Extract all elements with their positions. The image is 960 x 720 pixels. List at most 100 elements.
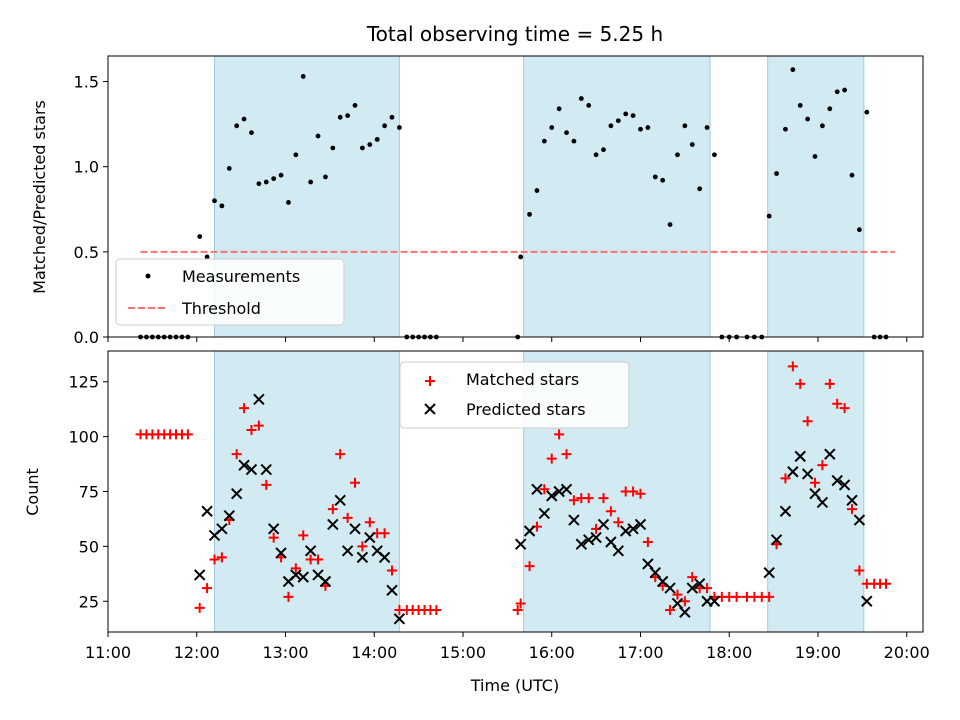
predicted-star-point bbox=[801, 468, 814, 480]
measurement-point bbox=[263, 179, 269, 185]
predicted-star-point bbox=[708, 595, 721, 607]
matched-star-point bbox=[731, 591, 742, 602]
measurement-point bbox=[790, 67, 796, 73]
measurement-point bbox=[278, 172, 284, 178]
measurement-point bbox=[682, 123, 688, 129]
x-tick-label: 16:00 bbox=[529, 643, 575, 662]
legend-label-measurements: Measurements bbox=[182, 267, 300, 286]
predicted-star-point bbox=[597, 518, 610, 531]
matched-star-point bbox=[524, 561, 535, 572]
y-tick-label: 0.5 bbox=[74, 243, 99, 262]
measurement-point bbox=[564, 130, 569, 136]
predicted-star-point bbox=[824, 448, 836, 460]
predicted-star-point bbox=[634, 518, 647, 531]
measurement-point bbox=[805, 116, 811, 122]
measurement-point bbox=[601, 147, 606, 153]
matched-star-point bbox=[313, 554, 324, 565]
predicted-star-point bbox=[290, 569, 302, 581]
measurement-point bbox=[345, 113, 351, 119]
matched-star-point bbox=[824, 378, 835, 389]
predicted-star-point bbox=[627, 523, 639, 535]
matched-star-point bbox=[787, 361, 798, 372]
predicted-star-point bbox=[664, 582, 676, 594]
predicted-star-point bbox=[223, 509, 235, 522]
measurement-point bbox=[675, 152, 680, 158]
matched-star-point bbox=[546, 453, 557, 464]
measurement-point bbox=[382, 123, 387, 129]
predicted-star-point bbox=[560, 483, 573, 496]
predicted-star-point bbox=[568, 514, 580, 526]
measurement-point bbox=[660, 177, 666, 183]
predicted-star-point bbox=[275, 547, 287, 559]
measurement-point bbox=[638, 126, 643, 132]
predicted-star-point bbox=[364, 531, 376, 544]
measurement-point bbox=[712, 152, 717, 158]
x-axis-label: Time (UTC) bbox=[470, 676, 559, 695]
matched-star-point bbox=[327, 504, 338, 515]
y-tick-label: 100 bbox=[68, 428, 99, 447]
matched-star-point bbox=[246, 425, 257, 436]
measurement-point bbox=[360, 145, 365, 151]
predicted-star-point bbox=[386, 584, 398, 596]
matched-star-point bbox=[665, 605, 676, 616]
matched-star-point bbox=[561, 449, 572, 460]
predicted-star-point bbox=[514, 538, 527, 550]
matched-star-point bbox=[202, 583, 213, 594]
measurement-point bbox=[293, 152, 299, 158]
measurement-point bbox=[330, 145, 336, 151]
measurement-point bbox=[593, 152, 599, 158]
matched-star-point bbox=[679, 596, 690, 607]
predicted-star-point bbox=[853, 514, 866, 526]
matched-star-point bbox=[182, 429, 193, 440]
predicted-star-point bbox=[260, 463, 272, 476]
y-tick-label: 1.0 bbox=[74, 158, 99, 177]
measurement-point bbox=[374, 137, 380, 142]
matched-star-point bbox=[687, 572, 698, 583]
measurement-point bbox=[300, 74, 306, 79]
measurement-point bbox=[234, 123, 240, 129]
top-panel: 0.0 0.5 1.0 1.5 Matched/Predicted stars Mea… bbox=[30, 55, 924, 347]
x-tick-label: 12:00 bbox=[174, 643, 220, 662]
predicted-star-point bbox=[861, 595, 873, 607]
predicted-star-point bbox=[327, 518, 339, 531]
matched-star-point bbox=[386, 565, 397, 576]
predicted-star-point bbox=[319, 575, 332, 588]
matched-star-point bbox=[817, 460, 828, 471]
matched-star-point bbox=[216, 552, 227, 563]
matched-star-point bbox=[613, 517, 624, 528]
measurement-point bbox=[630, 113, 636, 119]
predicted-star-point bbox=[523, 525, 536, 537]
matched-star-point bbox=[802, 416, 813, 427]
top-legend-box bbox=[115, 258, 345, 326]
legend-label-threshold: Threshold bbox=[181, 299, 261, 318]
matched-star-point bbox=[261, 479, 272, 490]
predicted-star-point bbox=[297, 571, 309, 583]
predicted-star-point bbox=[838, 479, 851, 491]
predicted-star-point bbox=[356, 551, 369, 564]
measurement-point bbox=[623, 111, 629, 117]
chart-title: Total observing time = 5.25 h bbox=[366, 22, 663, 46]
matched-star-point bbox=[512, 605, 523, 616]
predicted-star-point bbox=[538, 507, 551, 520]
predicted-star-point bbox=[230, 487, 243, 500]
matched-star-point bbox=[290, 563, 301, 574]
x-tick-label: 13:00 bbox=[262, 643, 308, 662]
matched-star-point bbox=[764, 591, 775, 602]
legend-marker-predicted bbox=[424, 403, 436, 415]
predicted-star-point bbox=[794, 450, 806, 463]
observing-interval bbox=[213, 350, 400, 633]
top-panel-frame bbox=[107, 55, 924, 338]
predicted-star-point bbox=[216, 523, 228, 535]
matched-star-point bbox=[431, 605, 442, 616]
x-tick-label: 19:00 bbox=[795, 643, 841, 662]
measurement-point bbox=[697, 186, 703, 192]
measurement-point bbox=[197, 234, 203, 239]
matched-star-point bbox=[672, 589, 683, 600]
measurement-point bbox=[226, 166, 232, 171]
measurement-point bbox=[315, 133, 321, 139]
predicted-star-point bbox=[334, 494, 346, 506]
measurement-point bbox=[615, 118, 621, 124]
x-tick-label: 17:00 bbox=[617, 643, 663, 662]
top-y-axis-label: Matched/Predicted stars bbox=[30, 100, 49, 294]
matched-star-point bbox=[231, 449, 242, 460]
